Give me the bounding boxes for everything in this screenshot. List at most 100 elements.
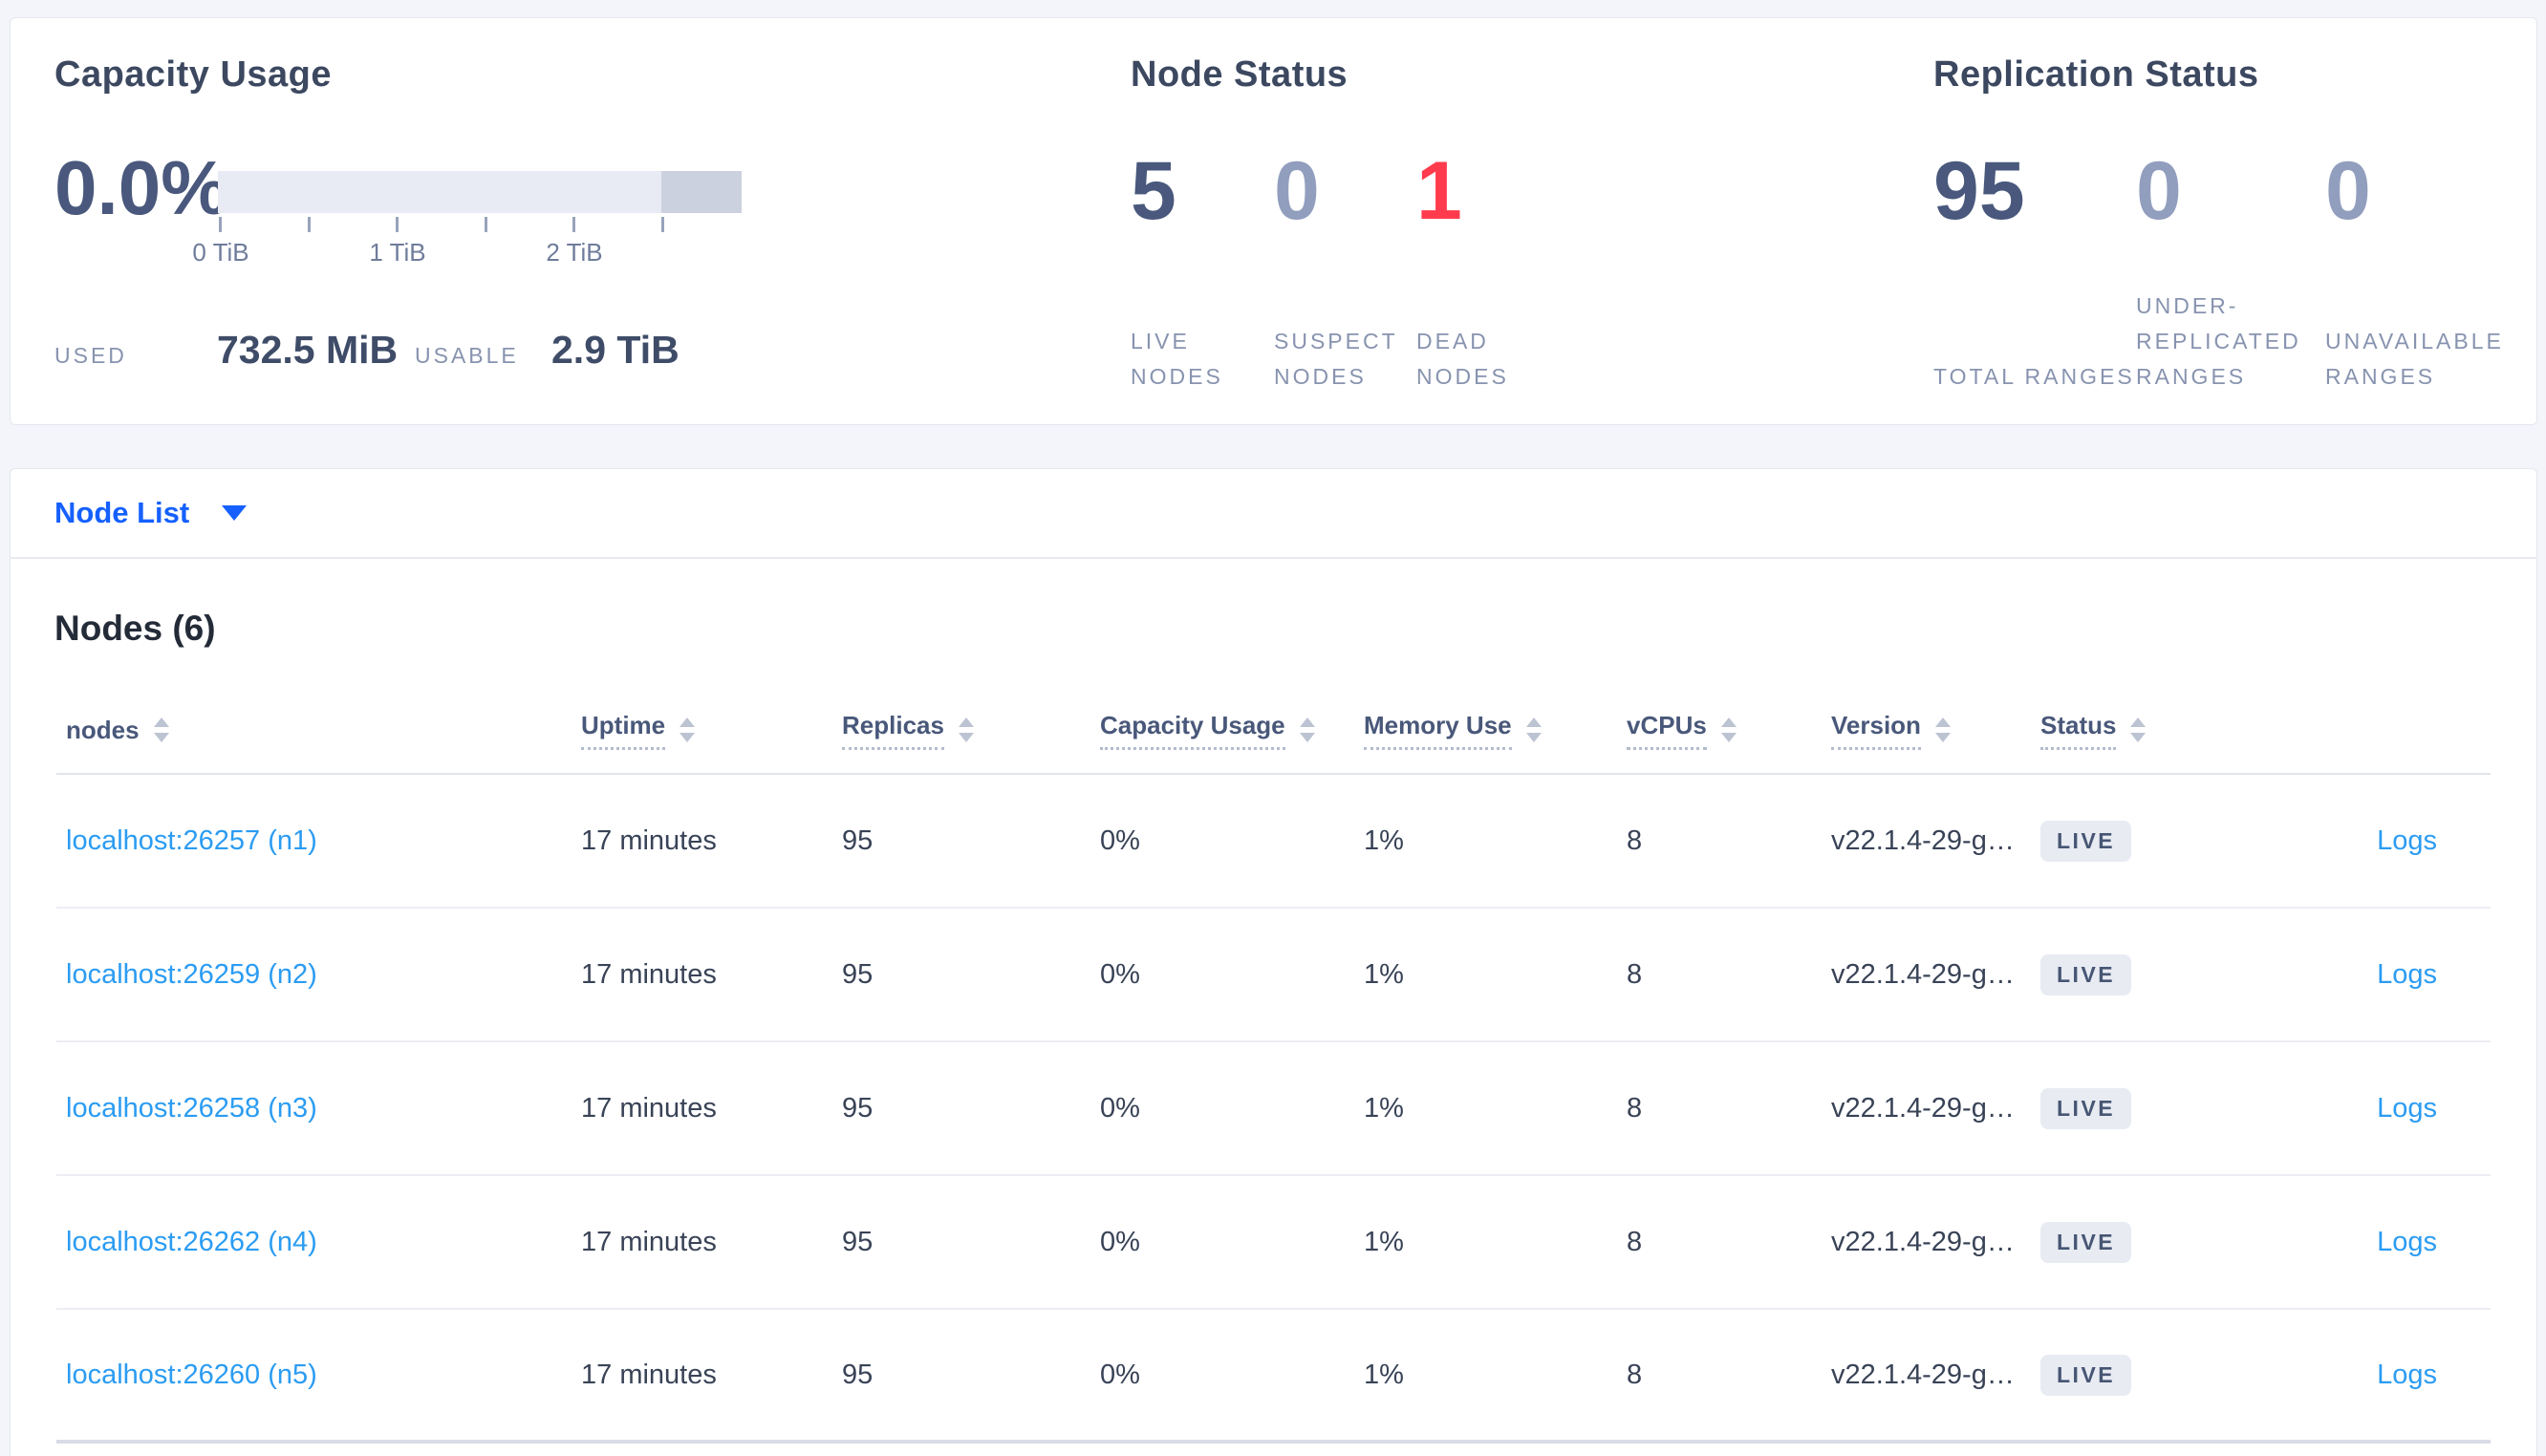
live-nodes-label: LIVE NODES	[1131, 329, 1223, 389]
column-header-vcpus[interactable]: vCPUs	[1627, 711, 1831, 750]
live-nodes-count: 5	[1131, 145, 1176, 237]
used-label: USED	[54, 343, 127, 368]
node-list-dropdown[interactable]: Node List	[54, 496, 248, 530]
memory-cell: 1%	[1364, 824, 1404, 856]
sort-icon	[1525, 717, 1542, 742]
column-header-version[interactable]: Version	[1831, 711, 2040, 750]
column-header-memory-use[interactable]: Memory Use	[1364, 711, 1627, 750]
version-cell: v22.1.4-29-g…	[1831, 958, 2015, 990]
sort-icon	[2130, 717, 2147, 742]
capacity-usage-bar	[218, 171, 742, 213]
logs-link[interactable]: Logs	[2377, 958, 2437, 990]
sort-icon	[1299, 717, 1315, 742]
caret-down-icon	[222, 505, 248, 521]
logs-link[interactable]: Logs	[2377, 1092, 2437, 1124]
suspect-nodes-count: 0	[1274, 145, 1320, 237]
capacity-axis-label: 0 TiB	[192, 238, 249, 267]
dead-nodes-label: DEAD NODES	[1416, 329, 1509, 389]
replicas-cell: 95	[842, 1092, 874, 1124]
usable-value: 2.9 TiB	[551, 328, 680, 372]
logs-link[interactable]: Logs	[2377, 1359, 2437, 1390]
replicas-cell: 95	[842, 1359, 874, 1390]
node-link[interactable]: localhost:26260 (n5)	[66, 1359, 317, 1390]
sort-icon	[1934, 717, 1951, 742]
capacity-cell: 0%	[1100, 824, 1140, 856]
version-cell: v22.1.4-29-g…	[1831, 1226, 2015, 1257]
under-replicated-ranges-count: 0	[2136, 145, 2182, 237]
under-replicated-ranges-label: UNDER-REPLICATED RANGES	[2136, 293, 2301, 389]
node-status-section: Node Status 5 0 1 LIVE NODES SUSPECT NOD…	[1131, 54, 1666, 398]
suspect-nodes-label: SUSPECT NODES	[1274, 329, 1398, 389]
capacity-usage-title: Capacity Usage	[54, 54, 333, 95]
node-list-dropdown-label: Node List	[54, 496, 190, 529]
uptime-cell: 17 minutes	[581, 1226, 717, 1257]
capacity-used-percent: 0.0%	[54, 145, 229, 230]
replicas-cell: 95	[842, 958, 874, 990]
vcpus-cell: 8	[1627, 1092, 1643, 1124]
uptime-cell: 17 minutes	[581, 1359, 717, 1390]
usable-label: USABLE	[415, 343, 519, 368]
uptime-cell: 17 minutes	[581, 958, 717, 990]
status-badge: LIVE	[2040, 1354, 2132, 1396]
replicas-cell: 95	[842, 1226, 874, 1257]
nodes-table: nodes Uptime Replicas Capacity Usage Mem…	[56, 687, 2491, 1444]
nodes-section-title: Nodes (6)	[54, 609, 216, 648]
capacity-used-usable-row: USED 732.5 MiB USABLE 2.9 TiB	[54, 328, 680, 373]
column-header-capacity-usage[interactable]: Capacity Usage	[1100, 711, 1364, 750]
capacity-axis-tick	[572, 217, 575, 232]
memory-cell: 1%	[1364, 958, 1404, 990]
unavailable-ranges-label: UNAVAILABLE RANGES	[2325, 329, 2504, 389]
node-status-title: Node Status	[1131, 54, 1349, 95]
logs-link[interactable]: Logs	[2377, 824, 2437, 856]
memory-cell: 1%	[1364, 1226, 1404, 1257]
replication-status-section: Replication Status 95 0 0 TOTAL RANGES U…	[1933, 54, 2507, 398]
logs-link[interactable]: Logs	[2377, 1226, 2437, 1257]
column-header-status[interactable]: Status	[2040, 711, 2289, 750]
table-row: localhost:26258 (n3) 17 minutes 95 0% 1%…	[56, 1042, 2491, 1176]
cluster-summary-card: Capacity Usage 0.0% 0 TiB 1 TiB 2 TiB US…	[10, 17, 2537, 425]
vcpus-cell: 8	[1627, 1359, 1643, 1390]
capacity-bar-reserved-segment	[661, 171, 742, 213]
vcpus-cell: 8	[1627, 824, 1643, 856]
capacity-axis-tick	[219, 217, 222, 232]
capacity-axis-tick	[485, 217, 487, 232]
version-cell: v22.1.4-29-g…	[1831, 824, 2015, 856]
column-header-nodes[interactable]: nodes	[56, 716, 581, 745]
table-row: localhost:26259 (n2) 17 minutes 95 0% 1%…	[56, 909, 2491, 1042]
table-row: localhost:26262 (n4) 17 minutes 95 0% 1%…	[56, 1176, 2491, 1310]
status-badge: LIVE	[2040, 1221, 2132, 1263]
sort-icon	[1720, 717, 1737, 742]
capacity-cell: 0%	[1100, 1359, 1140, 1390]
total-ranges-label: TOTAL RANGES	[1933, 364, 2135, 389]
node-link[interactable]: localhost:26259 (n2)	[66, 958, 317, 990]
status-badge: LIVE	[2040, 820, 2132, 862]
capacity-axis-tick	[308, 217, 311, 232]
node-link[interactable]: localhost:26258 (n3)	[66, 1092, 317, 1124]
sort-icon	[958, 717, 974, 742]
version-cell: v22.1.4-29-g…	[1831, 1092, 2015, 1124]
column-header-uptime[interactable]: Uptime	[581, 711, 842, 750]
vcpus-cell: 8	[1627, 958, 1643, 990]
capacity-cell: 0%	[1100, 1226, 1140, 1257]
replication-status-title: Replication Status	[1933, 54, 2259, 95]
capacity-cell: 0%	[1100, 958, 1140, 990]
column-header-replicas[interactable]: Replicas	[842, 711, 1100, 750]
dead-nodes-count: 1	[1416, 145, 1462, 237]
status-badge: LIVE	[2040, 1087, 2132, 1129]
memory-cell: 1%	[1364, 1359, 1404, 1390]
node-list-selector-bar: Node List	[11, 469, 2536, 559]
node-list-card: Node List Nodes (6) nodes Uptime Replica…	[10, 468, 2537, 1456]
status-badge: LIVE	[2040, 953, 2132, 996]
node-link[interactable]: localhost:26262 (n4)	[66, 1226, 317, 1257]
sort-icon	[153, 717, 169, 742]
capacity-axis-label: 2 TiB	[546, 238, 603, 267]
capacity-cell: 0%	[1100, 1092, 1140, 1124]
version-cell: v22.1.4-29-g…	[1831, 1359, 2015, 1390]
unavailable-ranges-count: 0	[2325, 145, 2371, 237]
capacity-axis-tick	[661, 217, 664, 232]
sort-icon	[680, 717, 696, 742]
node-link[interactable]: localhost:26257 (n1)	[66, 824, 317, 856]
capacity-bar-usable-segment	[218, 171, 742, 213]
uptime-cell: 17 minutes	[581, 1092, 717, 1124]
vcpus-cell: 8	[1627, 1226, 1643, 1257]
